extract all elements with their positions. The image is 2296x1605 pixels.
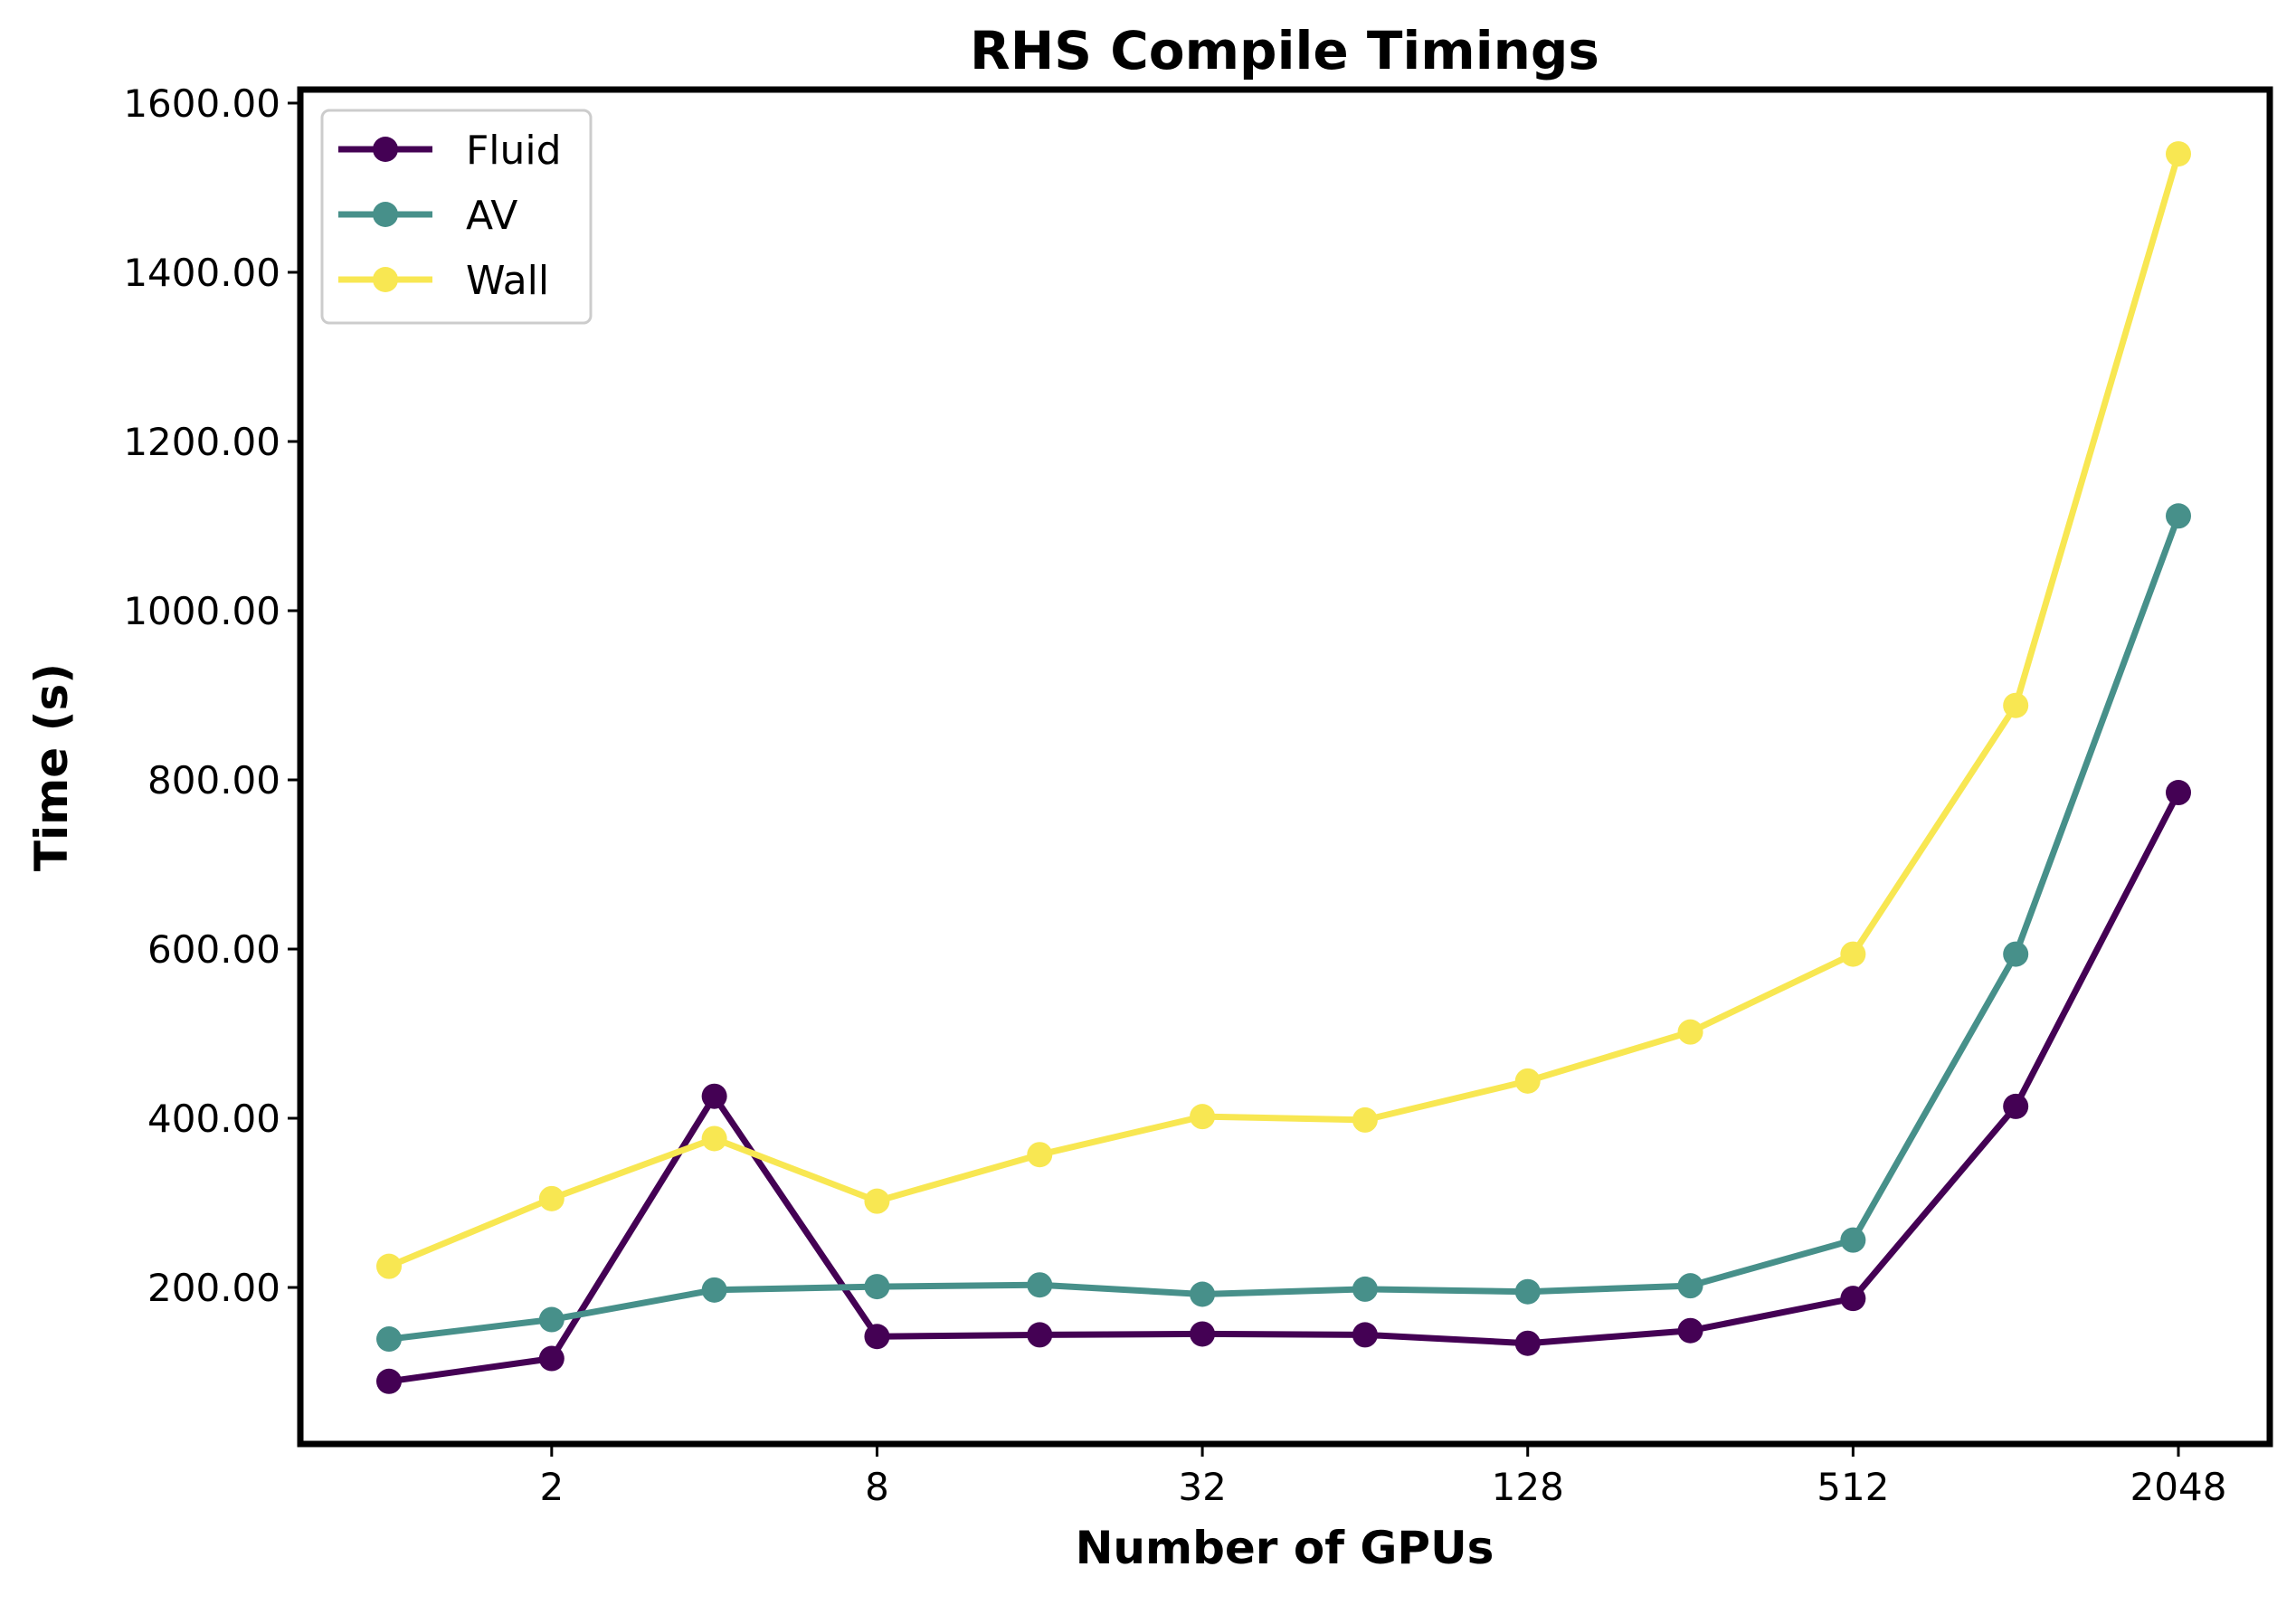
series-wall xyxy=(376,141,2191,1279)
x-tick-label: 32 xyxy=(1178,1465,1226,1509)
series-av xyxy=(376,503,2191,1353)
data-point-wall xyxy=(2166,141,2191,167)
data-point-fluid xyxy=(1840,1286,1866,1312)
data-point-fluid xyxy=(2003,1093,2029,1119)
data-point-av xyxy=(2166,503,2191,529)
series-line-av xyxy=(388,515,2182,1343)
y-tick-label: 1400.00 xyxy=(123,251,280,295)
data-point-av xyxy=(864,1274,890,1300)
x-tick-label: 2 xyxy=(539,1465,564,1509)
legend-label-av: AV xyxy=(466,193,517,239)
data-point-fluid xyxy=(1514,1330,1541,1356)
y-tick-label: 1000.00 xyxy=(123,589,280,633)
data-point-wall xyxy=(864,1188,890,1214)
data-point-wall xyxy=(2003,692,2029,718)
series-fluid xyxy=(376,780,2191,1394)
legend: Fluid AV Wall xyxy=(320,109,593,325)
plot-frame xyxy=(297,86,2273,1448)
data-point-fluid xyxy=(538,1345,565,1372)
data-point-av xyxy=(1352,1276,1378,1302)
data-point-wall xyxy=(1677,1019,1703,1045)
legend-marker-fluid xyxy=(373,137,398,162)
data-point-av xyxy=(1840,1227,1866,1253)
y-tick-label: 200.00 xyxy=(147,1266,280,1310)
x-axis-label: Number of GPUs xyxy=(1076,1522,1494,1574)
y-tick-label: 800.00 xyxy=(147,758,280,802)
data-point-wall xyxy=(1840,941,1866,967)
y-tick-label: 1200.00 xyxy=(123,420,280,464)
data-point-wall xyxy=(538,1185,565,1211)
series-layer xyxy=(376,141,2191,1394)
series-line-fluid xyxy=(388,791,2182,1385)
data-point-av xyxy=(701,1277,727,1303)
data-point-wall xyxy=(1190,1104,1216,1130)
data-point-fluid xyxy=(1352,1322,1378,1348)
axis-ticks: 2 8 32 128 512 2048 200.00 400.00 600.00 800.00 10… xyxy=(123,81,2226,1509)
data-point-av xyxy=(1677,1273,1703,1299)
data-point-wall xyxy=(701,1125,727,1152)
x-tick-label: 2048 xyxy=(2130,1465,2227,1509)
data-point-fluid xyxy=(864,1324,890,1350)
data-point-av xyxy=(376,1326,402,1353)
legend-label-wall: Wall xyxy=(466,258,549,304)
x-tick-label: 128 xyxy=(1492,1465,1564,1509)
data-point-av xyxy=(538,1306,565,1333)
legend-marker-wall xyxy=(373,267,398,292)
data-point-wall xyxy=(1514,1068,1541,1094)
data-point-av xyxy=(1514,1278,1541,1305)
y-axis-label: Time (s) xyxy=(25,663,78,871)
legend-label-fluid: Fluid xyxy=(466,128,562,174)
chart-title: RHS Compile Timings xyxy=(970,20,1599,81)
data-point-wall xyxy=(376,1253,402,1279)
data-point-wall xyxy=(1027,1142,1053,1168)
y-tick-label: 400.00 xyxy=(147,1097,280,1141)
data-point-fluid xyxy=(701,1083,727,1109)
data-point-fluid xyxy=(376,1368,402,1394)
series-line-wall xyxy=(387,153,2182,1269)
data-point-fluid xyxy=(1027,1322,1053,1348)
data-point-av xyxy=(1027,1272,1053,1298)
data-point-fluid xyxy=(1190,1321,1216,1347)
y-tick-label: 1600.00 xyxy=(123,81,280,126)
y-tick-label: 600.00 xyxy=(147,927,280,972)
legend-marker-av xyxy=(373,202,398,227)
data-point-fluid xyxy=(1677,1317,1703,1344)
data-point-wall xyxy=(1352,1106,1378,1133)
data-point-fluid xyxy=(2166,780,2191,806)
x-tick-label: 512 xyxy=(1817,1465,1889,1509)
data-point-av xyxy=(1190,1281,1216,1307)
x-tick-label: 8 xyxy=(865,1465,889,1509)
data-point-av xyxy=(2003,941,2029,967)
